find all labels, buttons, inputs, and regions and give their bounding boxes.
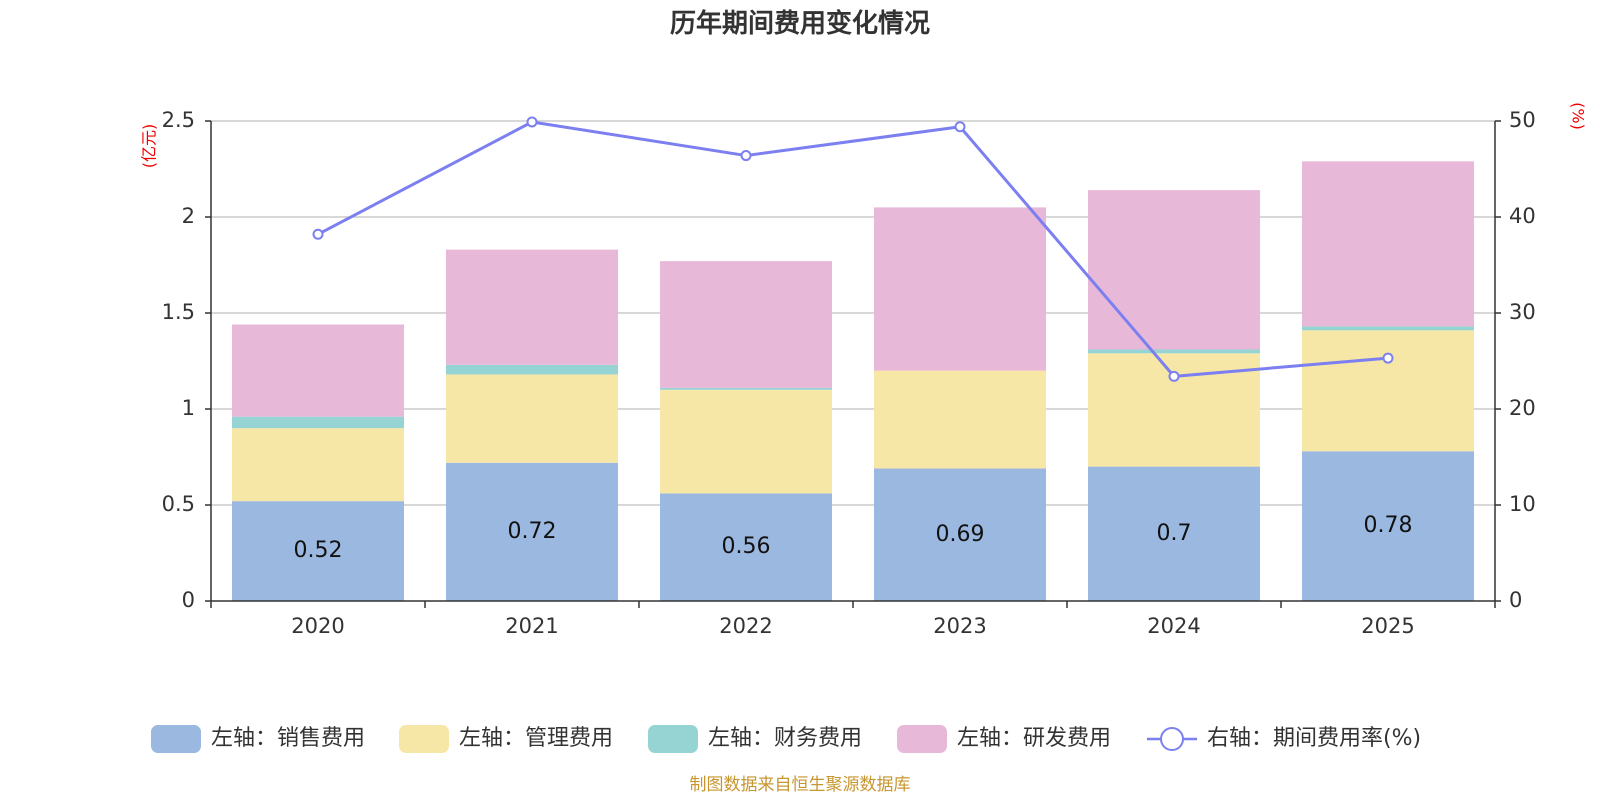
bar-segment-1-2021 — [446, 462, 618, 601]
axes: 0 0.5 1 1.5 2 2.5 0 10 20 30 40 50 2020 2021 2022 2023 2… — [162, 108, 1536, 638]
line-series — [312, 116, 1394, 382]
line-point — [312, 228, 324, 240]
right-tick-label: 0 — [1509, 588, 1522, 612]
bar-segment-2-2020 — [232, 428, 404, 502]
legend-swatch — [399, 725, 449, 753]
bar-segment-4-2025 — [1302, 161, 1474, 327]
bar-segment-1-2020 — [232, 501, 404, 601]
bar-segment-4-2020 — [232, 324, 404, 417]
bar-segment-1-2023 — [874, 468, 1046, 601]
legend-swatch — [151, 725, 201, 753]
bar-data-label: 0.56 — [722, 534, 771, 559]
bar-data-label: 0.69 — [936, 522, 985, 547]
left-axis-unit: (亿元) — [140, 124, 159, 169]
left-tick-label: 0.5 — [162, 492, 195, 516]
x-tick-label: 2022 — [719, 614, 772, 638]
bar-segment-3-2020 — [232, 416, 404, 429]
line-point — [954, 121, 966, 133]
legend-label: 左轴：财务费用 — [708, 726, 862, 751]
right-tick-label: 40 — [1509, 204, 1536, 228]
x-tick-label: 2021 — [505, 614, 558, 638]
bar-data-label: 0.72 — [508, 519, 557, 544]
left-tick-label: 0 — [182, 588, 195, 612]
line-point — [1168, 370, 1180, 382]
legend-swatch — [648, 725, 698, 753]
bar-segment-1-2024 — [1088, 466, 1260, 601]
right-tick-label: 10 — [1509, 492, 1536, 516]
right-tick-label: 30 — [1509, 300, 1536, 324]
grid-lines — [211, 120, 1495, 506]
legend-label: 左轴：管理费用 — [459, 726, 613, 751]
left-tick-label: 2 — [182, 204, 195, 228]
data-labels: 0.52 0.72 0.56 0.69 0.7 0.78 — [294, 513, 1413, 563]
bar-data-label: 0.52 — [294, 538, 343, 563]
bar-segment-2-2023 — [874, 370, 1046, 469]
bar-segment-2-2025 — [1302, 330, 1474, 452]
bar-data-label: 0.78 — [1364, 513, 1413, 538]
x-tick-label: 2020 — [291, 614, 344, 638]
legend-label: 右轴：期间费用率(%) — [1207, 726, 1421, 751]
source-note: 制图数据来自恒生聚源数据库 — [690, 775, 911, 795]
legend: 左轴：销售费用 左轴：管理费用 左轴：财务费用 左轴：研发费用 右轴：期间费用率(%) — [151, 725, 1421, 753]
bar-segment-3-2021 — [446, 364, 618, 375]
left-tick-label: 1.5 — [162, 300, 195, 324]
right-axis-unit: (%) — [1569, 102, 1588, 130]
legend-swatch — [897, 725, 947, 753]
bar-segment-4-2022 — [660, 261, 832, 388]
x-tick-label: 2024 — [1147, 614, 1200, 638]
right-tick-label: 50 — [1509, 108, 1536, 132]
right-tick-label: 20 — [1509, 396, 1536, 420]
bar-segment-1-2022 — [660, 493, 832, 601]
bar-data-label: 0.7 — [1157, 521, 1192, 546]
bar-segment-2-2022 — [660, 389, 832, 494]
left-tick-label: 1 — [182, 396, 195, 420]
left-tick-label: 2.5 — [162, 108, 195, 132]
line-point — [740, 150, 752, 162]
bar-segment-3-2022 — [660, 387, 832, 390]
legend-label: 左轴：研发费用 — [957, 726, 1111, 751]
bar-segment-4-2024 — [1088, 190, 1260, 350]
x-tick-label: 2023 — [933, 614, 986, 638]
x-tick-label: 2025 — [1361, 614, 1414, 638]
bar-segment-3-2024 — [1088, 349, 1260, 354]
bar-segment-4-2023 — [874, 207, 1046, 371]
line-point — [526, 116, 538, 128]
bar-series — [232, 161, 1474, 601]
line-path — [317, 120, 1389, 378]
bar-segment-4-2021 — [446, 249, 618, 365]
chart-title: 历年期间费用变化情况 — [670, 8, 930, 39]
legend-label: 左轴：销售费用 — [211, 726, 365, 751]
bar-segment-3-2025 — [1302, 326, 1474, 331]
line-point — [1382, 352, 1394, 364]
bar-segment-1-2025 — [1302, 451, 1474, 601]
bar-segment-2-2021 — [446, 374, 618, 463]
legend-marker — [1160, 727, 1184, 751]
